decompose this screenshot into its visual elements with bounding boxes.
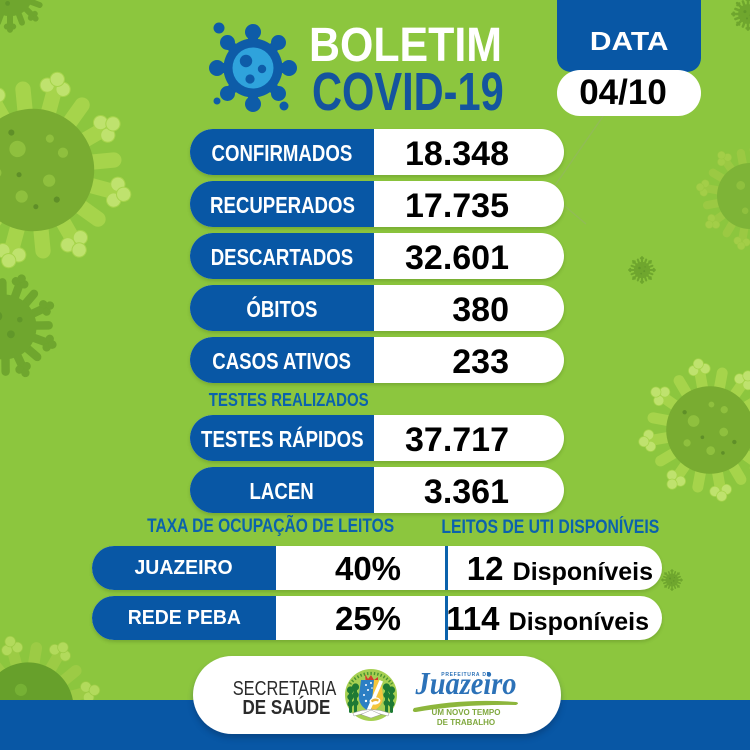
svg-text:Juazeiro: Juazeiro	[415, 668, 517, 701]
